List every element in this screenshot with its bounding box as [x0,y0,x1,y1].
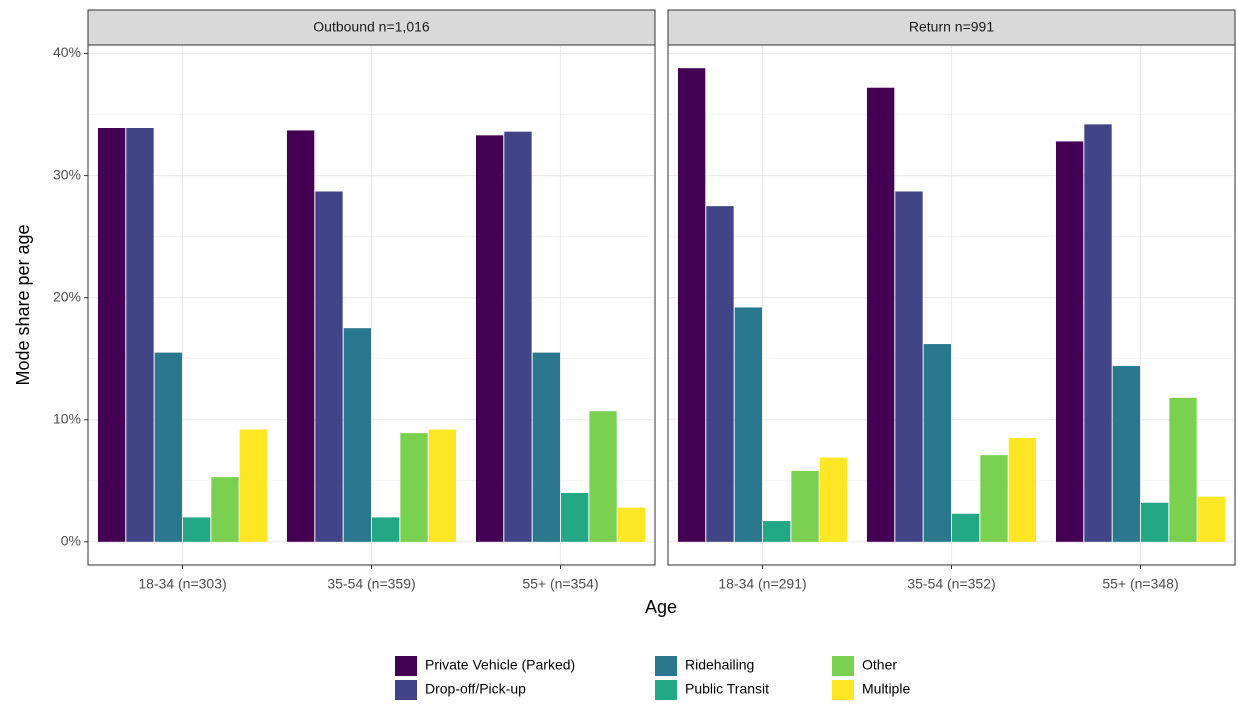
bar [763,521,791,542]
y-tick-label: 10% [53,410,81,426]
y-tick-label: 20% [53,288,81,304]
legend-swatch [395,680,417,700]
bar [734,307,762,542]
bar [1169,397,1197,542]
bar [286,130,315,542]
x-tick-label: 18-34 (n=303) [138,576,226,592]
x-tick-label: 55+ (n=354) [522,576,598,592]
x-tick-label: 18-34 (n=291) [718,576,806,592]
x-tick-label: 35-54 (n=359) [327,576,415,592]
bar [980,455,1008,542]
bar [923,344,951,542]
strip [667,9,1236,46]
legend-swatch [832,680,854,700]
bar [1112,366,1140,542]
legend-swatch [395,656,417,676]
bar [504,131,532,542]
bar [1141,502,1169,542]
x-axis-label: Age [645,597,677,617]
bar [617,507,646,542]
legend-label: Public Transit [685,681,769,697]
strip-label: Outbound n=1,016 [313,19,430,35]
legend-label: Multiple [862,681,910,697]
bar [183,517,211,542]
legend-label: Other [862,657,897,673]
bar [400,433,428,542]
bar [1084,124,1112,542]
bar [819,457,848,542]
legend-swatch [655,656,677,676]
bar [343,328,371,542]
legend-swatch [655,680,677,700]
bar [1055,141,1084,542]
y-tick-label: 0% [61,533,81,549]
bar [706,206,734,542]
bar [211,477,239,542]
x-tick-label: 35-54 (n=352) [907,576,995,592]
bar [532,352,560,542]
bar [428,429,457,542]
bar [154,352,182,542]
bar [561,492,589,542]
bar [1008,438,1037,542]
bar [1197,496,1226,542]
legend-label: Ridehailing [685,657,754,673]
y-axis-label: Mode share per age [13,224,33,385]
x-tick-label: 55+ (n=348) [1102,576,1178,592]
bar [677,68,706,542]
y-tick-label: 40% [53,44,81,60]
bar [952,513,980,542]
bar [866,87,895,542]
bar [126,128,154,542]
bar [372,517,400,542]
bar [895,191,923,542]
strip [87,9,656,46]
bar [589,411,617,542]
legend-label: Private Vehicle (Parked) [425,657,575,673]
bar [791,471,819,542]
legend-label: Drop-off/Pick-up [425,681,526,697]
bar [315,191,343,542]
bar [475,135,504,542]
legend-swatch [832,656,854,676]
bar [239,429,268,542]
strip-label: Return n=991 [909,19,994,35]
y-tick-label: 30% [53,166,81,182]
bar [97,128,126,542]
